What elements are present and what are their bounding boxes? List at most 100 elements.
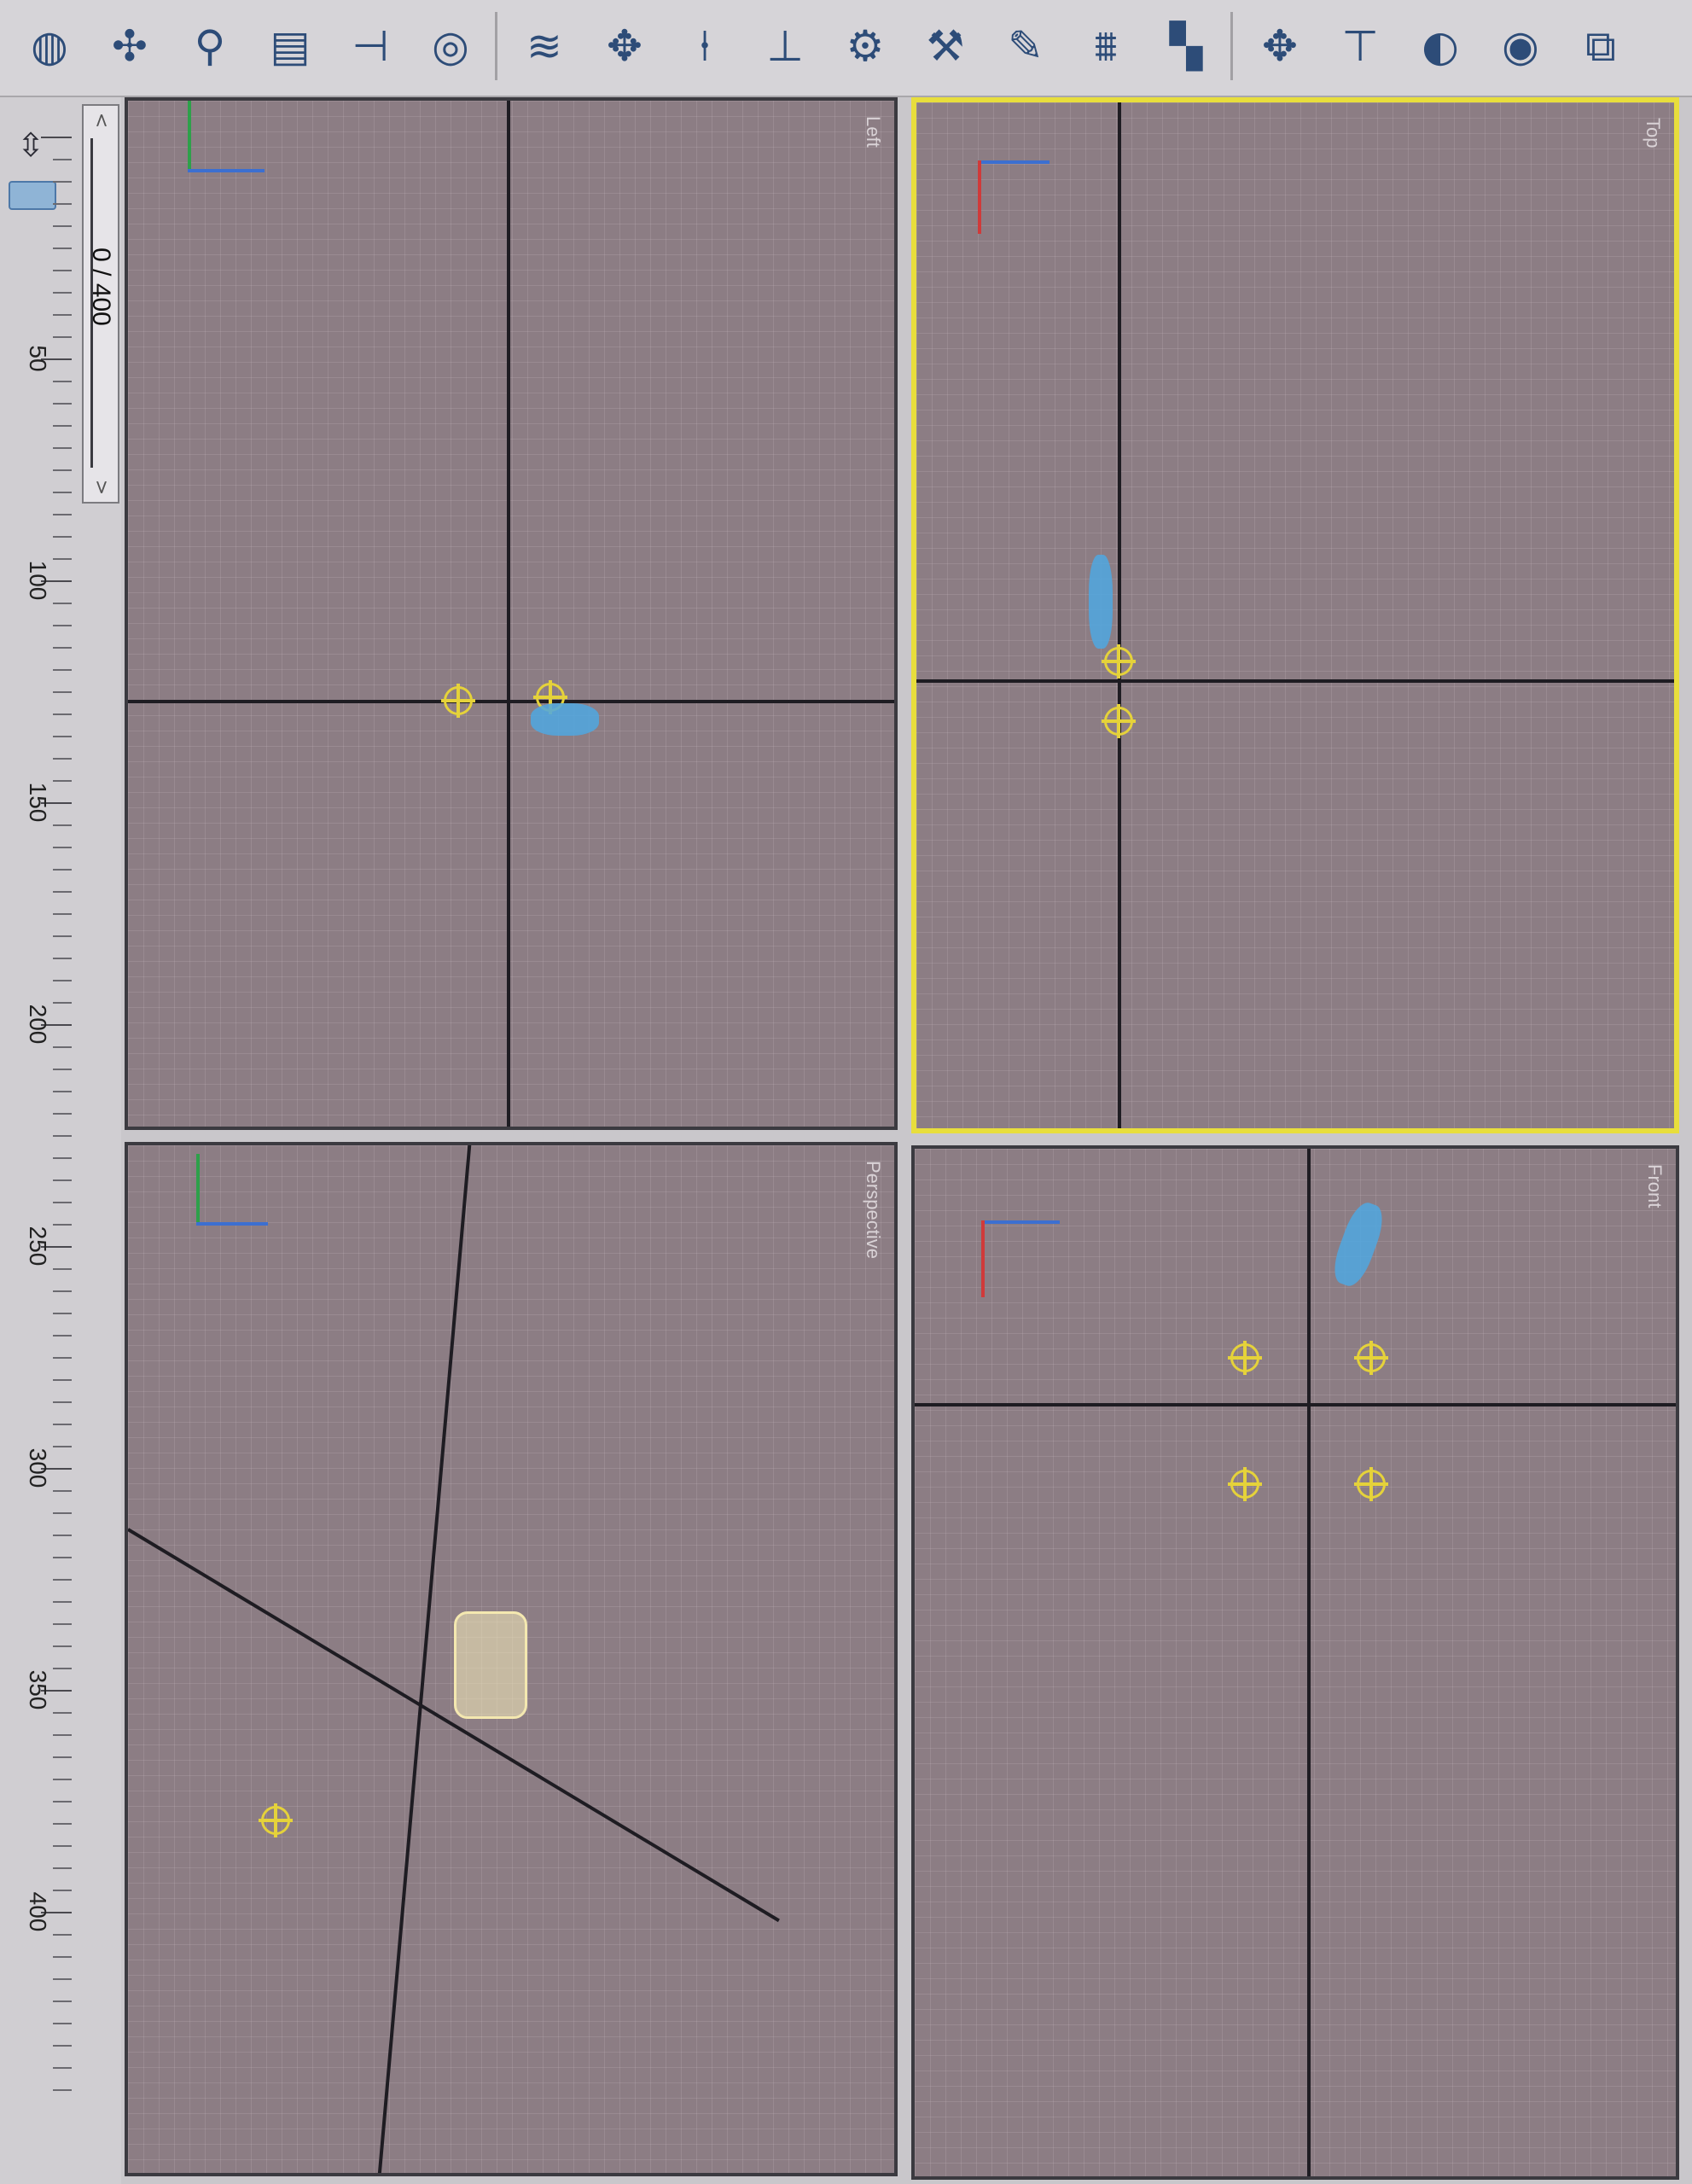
viewport-label[interactable]: Perspective [863,1161,884,1259]
tape-icon[interactable]: ⊣ [352,21,389,71]
ruler-label: 400 [25,1891,51,1932]
ruler-tick [53,1623,72,1625]
ruler-tick [41,580,72,582]
time-ruler[interactable]: 50 100 150 200 250 300 350 400 [0,97,77,2184]
toolbar-separator [1230,12,1233,80]
ruler-tick [41,1690,72,1692]
point-helper[interactable] [1228,1467,1262,1501]
ruler-tick [53,469,72,471]
scroll-track[interactable] [90,138,110,468]
timeline-panel: ⇳ < > 0 / 400 50 100 150 200 250 300 350 400 [0,97,121,2184]
ruler-tick [53,1069,72,1070]
ruler-tick [53,824,72,826]
grid-line [128,1528,780,1923]
ruler-tick [53,847,72,848]
ruler-tick [53,159,72,160]
ik-chain-icon[interactable]: ⊥ [766,21,804,71]
spray-icon[interactable]: ✥ [607,21,642,71]
viewport-label[interactable]: Left [863,116,884,148]
ruler-tick [53,1668,72,1669]
axis-gizmo [188,101,290,203]
wrench-icon[interactable]: ⚒ [926,21,965,71]
grid-helper-icon[interactable]: ▤ [270,21,311,71]
layers-icon[interactable]: ⧉ [1585,21,1616,71]
align-icon[interactable]: ⊤ [1341,21,1379,71]
ruler-tick [53,1135,72,1137]
ruler-tick [53,780,72,782]
point-icon[interactable]: ⚲ [194,21,226,71]
point-helper[interactable] [1354,1467,1388,1501]
bone-icon[interactable]: ⍿ [699,21,711,71]
character-mesh[interactable] [531,703,599,736]
ruler-tick [53,1446,72,1447]
frame-scrollbar[interactable]: < > [82,104,119,504]
viewport-label[interactable]: Top [1643,118,1664,149]
ruler-label: 350 [25,1669,51,1710]
axis-horizontal [916,679,1674,683]
gear-icon[interactable]: ⚙ [846,21,885,71]
sphere-render-icon[interactable]: ◐ [1422,21,1459,71]
ruler-tick [41,1912,72,1913]
compass-icon[interactable]: ◎ [432,21,469,71]
brush-icon[interactable]: ✎ [1008,21,1044,71]
axis-gizmo [196,1154,299,1256]
scroll-up-button[interactable]: < [84,106,118,135]
ruler-tick [53,1046,72,1048]
point-helper[interactable] [1102,704,1136,738]
ruler-tick [41,358,72,360]
point-helper[interactable] [1102,644,1136,678]
ruler-tick [53,1113,72,1115]
viewport-front[interactable]: Front [911,1145,1679,2180]
sphere-gizmo-icon[interactable]: ◍ [31,21,68,71]
ruler-tick [53,248,72,249]
teapot-icon[interactable]: ◉ [1502,21,1539,71]
point-helper[interactable] [259,1803,293,1837]
ruler-label: 150 [25,782,51,823]
dummy-icon[interactable]: ✣ [112,21,148,71]
ruler-tick [53,891,72,893]
move-icon[interactable]: ✥ [1262,21,1298,71]
wind-icon[interactable]: ≋ [526,21,562,71]
ruler-tick [53,336,72,338]
ruler-tick [53,1091,72,1092]
ruler-tick [53,1712,72,1714]
ruler-tick [53,381,72,382]
main-toolbar: ◍ ✣ ⚲ ▤ ⊣ ◎ ≋ ✥ ⍿ ⊥ ⚙ ⚒ ✎ ⩩ ▚ ✥ ⊤ ◐ ◉ ⧉ [0,0,1692,97]
selected-character[interactable] [454,1611,527,1719]
spring-icon[interactable]: ⩩ [1094,21,1118,71]
viewport-label[interactable]: Front [1644,1164,1666,1208]
time-slider-handle[interactable] [9,181,56,210]
ruler-tick [53,647,72,649]
point-helper[interactable] [1228,1341,1262,1375]
ruler-tick [53,1313,72,1314]
viewport-left[interactable]: Left [125,97,898,1130]
ruler-tick [41,1468,72,1470]
point-helper[interactable] [441,684,475,718]
ruler-tick [53,1867,72,1869]
zoom-time-icon[interactable]: ⇳ [17,126,44,164]
point-helper[interactable] [1354,1341,1388,1375]
ruler-tick [53,2089,72,2091]
ruler-tick [53,1601,72,1603]
ruler-tick [53,1956,72,1958]
character-mesh[interactable] [1328,1198,1389,1290]
ruler-tick [53,514,72,515]
ruler-tick [41,137,72,138]
scroll-down-button[interactable]: > [84,473,118,502]
viewport-perspective[interactable]: Perspective [125,1142,898,2176]
checker-icon[interactable]: ▚ [1169,21,1203,71]
ruler-tick [53,913,72,915]
ruler-tick [53,1756,72,1758]
ruler-tick [53,1424,72,1425]
ruler-tick [53,935,72,937]
ruler-label: 100 [25,560,51,601]
ruler-tick [53,314,72,316]
toolbar-separator [495,12,497,80]
character-mesh[interactable] [1089,555,1113,649]
ruler-tick [53,758,72,760]
ruler-tick [53,1535,72,1536]
ruler-tick [53,1934,72,1936]
ruler-tick [53,536,72,538]
viewport-top[interactable]: Top [911,97,1679,1133]
ruler-tick [53,1268,72,1270]
